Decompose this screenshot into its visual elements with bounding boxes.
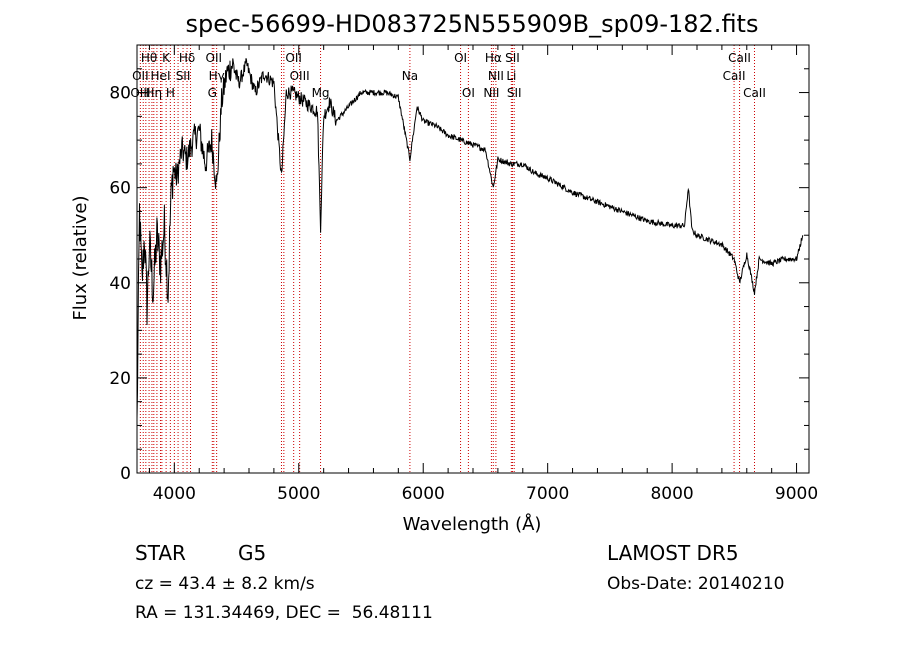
x-tick-label: 6000 <box>402 484 445 504</box>
spectral-line-label: Hδ <box>179 51 195 65</box>
line-markers <box>139 45 755 473</box>
spectral-line-label: NII <box>488 69 504 83</box>
spectral-line-label: Hα <box>485 51 502 65</box>
spectral-line-label: SII <box>507 86 522 100</box>
spectral-line-label: Hθ <box>141 51 157 65</box>
observation-date: Obs-Date: 20140210 <box>607 574 785 594</box>
x-tick-label: 7000 <box>526 484 569 504</box>
y-tick-label: 40 <box>109 274 131 294</box>
redshift-cz: cz = 43.4 ± 8.2 km/s <box>135 574 315 594</box>
spectrum-series <box>136 58 804 419</box>
spectral-line-label: Hγ <box>209 69 225 83</box>
chart-title: spec-56699-HD083725N555909B_sp09-182.fit… <box>186 10 759 38</box>
x-tick-label: 8000 <box>650 484 693 504</box>
x-tick-label: 5000 <box>277 484 320 504</box>
x-axis-label: Wavelength (Å) <box>403 513 542 535</box>
spectral-line-label: G <box>208 86 217 100</box>
axes: 4000 5000 6000 7000 8000 9000 0 20 40 60 80 <box>109 44 818 504</box>
survey-name: LAMOST DR5 <box>607 541 739 565</box>
spectral-line-label: SII <box>505 51 520 65</box>
spectral-line-label: OI <box>454 51 467 65</box>
spectral-line-label: SII <box>176 69 191 83</box>
spectral-line-label: OII <box>285 51 302 65</box>
spectral-line-label: Hη <box>145 86 162 100</box>
spectral-line-label: Li <box>506 69 516 83</box>
spectral-line-label: OIII <box>290 69 310 83</box>
x-tick-label: 4000 <box>153 484 196 504</box>
spectral-line-label: H <box>166 86 175 100</box>
spectral-line-label: Na <box>402 69 418 83</box>
object-subclass: G5 <box>238 541 267 565</box>
x-tick-label: 9000 <box>775 484 818 504</box>
spectral-line-label: K <box>162 51 171 65</box>
spectral-line-label: NII <box>483 86 499 100</box>
y-tick-label: 0 <box>120 464 131 484</box>
spectral-line-label: OI <box>462 86 475 100</box>
object-class: STAR <box>135 541 186 565</box>
y-tick-label: 20 <box>109 369 131 389</box>
spectral-line-label: HeI <box>151 69 171 83</box>
spectral-line-label: CaII <box>723 69 746 83</box>
spectral-line-label: CaII <box>743 86 766 100</box>
y-axis-label: Flux (relative) <box>70 195 91 320</box>
spectrum-line <box>136 58 804 419</box>
spectral-line-label: OII <box>132 69 149 83</box>
spectral-line-label: Mg <box>312 86 330 100</box>
spectral-line-label: OII <box>206 51 223 65</box>
spectral-line-label: CaII <box>728 51 751 65</box>
ra-dec-coordinates: RA = 131.34469, DEC = 56.48111 <box>135 603 433 623</box>
plot-frame <box>136 44 810 474</box>
y-tick-label: 80 <box>109 84 131 104</box>
y-tick-label: 60 <box>109 179 131 199</box>
